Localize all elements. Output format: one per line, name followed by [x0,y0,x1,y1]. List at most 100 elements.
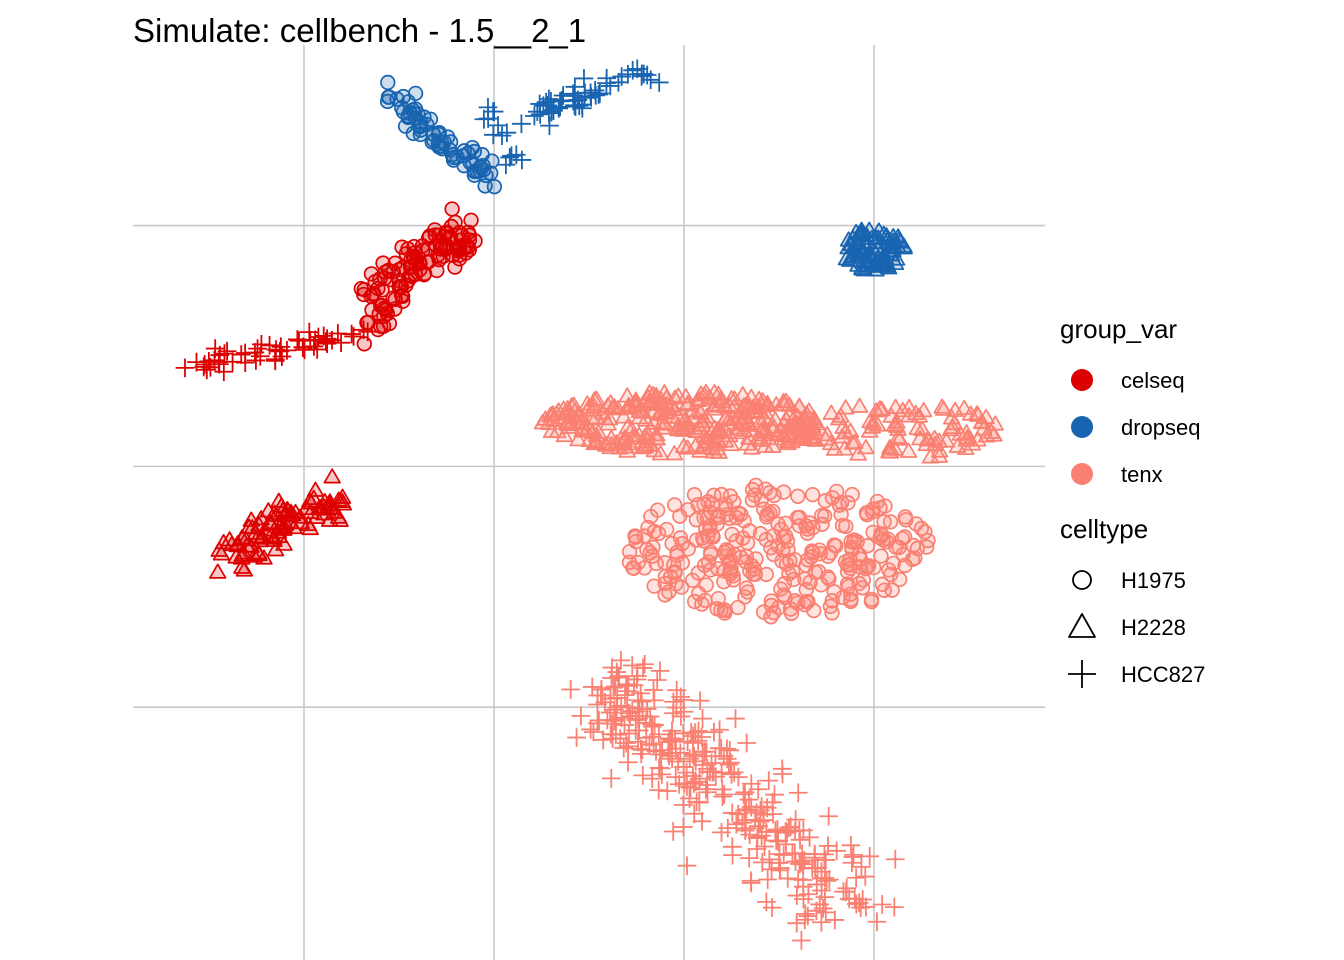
point-celseq-h2228 [292,513,310,530]
point-celseq-h2228 [331,511,349,527]
point-tenx-h2228 [752,412,770,428]
point-tenx-h1975 [814,507,830,524]
point-tenx-hcc827 [790,854,810,874]
point-dropseq-h1975 [477,178,493,194]
point-tenx-hcc827 [615,685,635,705]
point-tenx-hcc827 [758,870,778,889]
point-celseq-hcc827 [344,327,363,346]
point-tenx-h2228 [752,422,771,438]
point-tenx-hcc827 [752,797,772,817]
point-tenx-hcc827 [604,678,623,698]
point-tenx-h2228 [570,407,588,423]
point-tenx-hcc827 [774,845,794,865]
chart-title: Simulate: cellbench - 1.5__2_1 [133,12,586,49]
point-celseq-h2228 [286,503,305,520]
point-tenx-hcc827 [664,692,683,712]
point-tenx-hcc827 [759,850,779,869]
point-tenx-hcc827 [721,753,741,772]
point-tenx-hcc827 [626,710,646,730]
point-tenx-hcc827 [602,658,622,677]
point-tenx-h1975 [842,551,858,568]
point-tenx-hcc827 [628,732,648,752]
point-celseq-h1975 [371,306,387,322]
point-dropseq-h2228 [869,229,888,245]
point-celseq-hcc827 [248,339,267,358]
point-tenx-h1975 [706,487,722,503]
point-dropseq-h1975 [464,155,481,171]
point-tenx-h2228 [910,407,928,423]
point-tenx-hcc827 [622,656,642,675]
point-tenx-hcc827 [644,680,663,700]
point-tenx-h2228 [705,400,723,416]
point-tenx-hcc827 [819,806,838,826]
point-tenx-h2228 [882,407,901,423]
point-celseq-h2228 [311,498,330,515]
point-tenx-h2228 [850,397,869,413]
point-tenx-hcc827 [690,769,709,789]
point-tenx-h2228 [899,442,918,458]
point-dropseq-h1975 [475,162,492,178]
point-tenx-hcc827 [671,707,691,726]
point-tenx-hcc827 [768,820,787,839]
legend-label-h2228: H2228 [1121,615,1186,640]
point-tenx-h1975 [636,528,652,544]
point-tenx-hcc827 [815,850,834,870]
point-tenx-hcc827 [567,728,586,747]
point-tenx-h2228 [946,401,964,417]
point-tenx-hcc827 [652,740,672,760]
point-tenx-h1975 [790,595,806,611]
point-tenx-hcc827 [792,931,811,950]
point-dropseq-hcc827 [581,87,601,106]
point-tenx-hcc827 [677,856,697,876]
point-tenx-h1975 [775,542,791,558]
point-tenx-hcc827 [673,795,693,815]
point-tenx-h2228 [885,416,904,432]
point-tenx-hcc827 [588,713,607,733]
point-tenx-hcc827 [723,837,742,857]
point-tenx-h2228 [805,412,823,429]
point-tenx-hcc827 [852,857,871,877]
point-tenx-hcc827 [611,650,631,670]
point-celseq-hcc827 [175,358,195,378]
point-tenx-hcc827 [737,733,757,753]
point-tenx-hcc827 [647,670,667,690]
point-celseq-h2228 [329,491,348,507]
point-tenx-h1975 [892,571,908,588]
point-dropseq-hcc827 [632,66,651,86]
point-tenx-hcc827 [631,744,651,764]
point-tenx-hcc827 [649,780,669,800]
point-celseq-h1975 [375,255,391,271]
point-tenx-h1975 [726,546,742,563]
point-tenx-h2228 [774,392,793,409]
point-tenx-hcc827 [650,745,670,764]
point-tenx-h1975 [690,496,706,513]
point-celseq-h2228 [233,558,251,574]
point-dropseq-h2228 [860,244,879,260]
point-tenx-hcc827 [661,729,681,748]
point-tenx-h1975 [791,518,808,534]
point-tenx-hcc827 [745,810,765,830]
point-celseq-hcc827 [199,352,219,371]
point-tenx-hcc827 [690,691,710,711]
point-tenx-hcc827 [817,871,836,891]
point-tenx-h1975 [673,579,690,595]
point-tenx-hcc827 [789,820,809,840]
point-celseq-hcc827 [252,335,271,354]
point-tenx-h1975 [724,526,740,543]
point-celseq-h2228 [256,521,274,537]
point-tenx-h2228 [542,422,561,438]
point-tenx-h2228 [620,399,639,415]
point-celseq-h2228 [307,508,326,524]
point-tenx-hcc827 [601,768,621,788]
point-tenx-hcc827 [867,912,887,932]
point-dropseq-h1975 [389,91,405,107]
point-celseq-h1975 [414,238,431,254]
point-celseq-hcc827 [272,347,292,366]
point-tenx-hcc827 [860,846,880,866]
legend-swatch-dropseq [1071,416,1093,438]
point-tenx-hcc827 [618,752,638,772]
point-tenx-h1975 [696,509,712,526]
legend-swatch-celseq [1071,369,1093,391]
legend-swatch-tenx [1071,463,1093,485]
point-tenx-hcc827 [846,868,866,888]
